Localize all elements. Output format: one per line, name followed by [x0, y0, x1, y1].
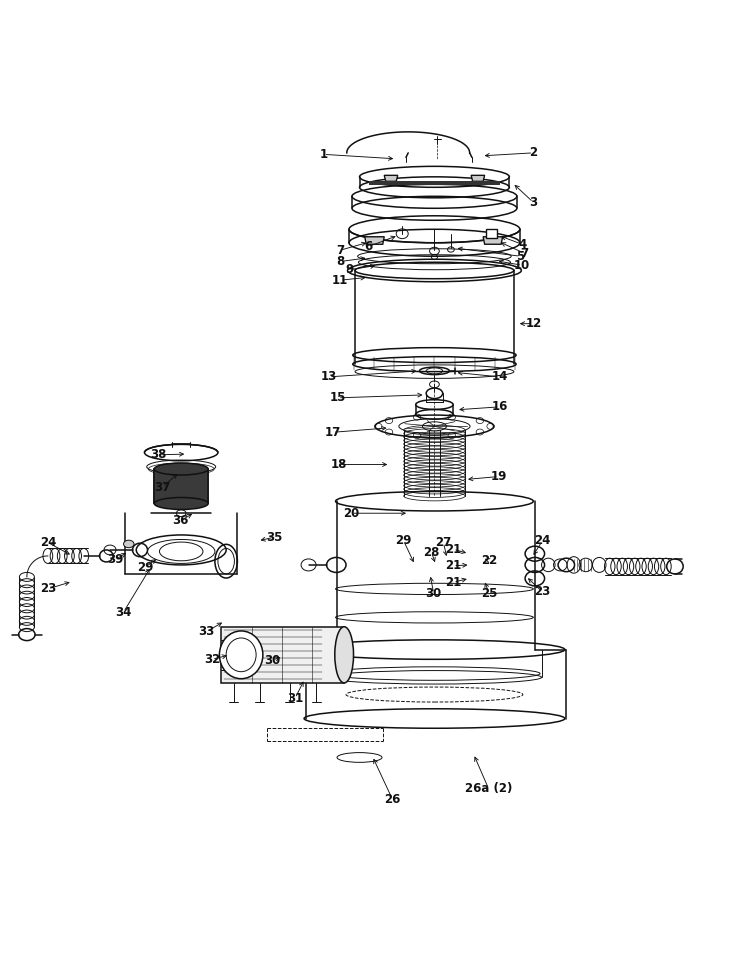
Text: 1: 1: [320, 148, 328, 161]
Ellipse shape: [154, 498, 208, 510]
Text: 37: 37: [154, 480, 171, 494]
Polygon shape: [154, 469, 208, 504]
Text: 28: 28: [423, 546, 440, 559]
FancyBboxPatch shape: [368, 181, 500, 185]
Text: 29: 29: [396, 534, 412, 548]
Text: 12: 12: [525, 318, 541, 330]
Text: 5: 5: [517, 250, 525, 263]
Text: 19: 19: [491, 470, 507, 483]
Text: 7: 7: [336, 244, 344, 257]
Text: 32: 32: [204, 653, 220, 665]
Text: 15: 15: [329, 391, 346, 405]
Text: 30: 30: [426, 587, 442, 600]
Text: 33: 33: [199, 625, 215, 638]
Text: 26a (2): 26a (2): [465, 782, 512, 795]
Polygon shape: [486, 228, 497, 238]
Text: 9: 9: [345, 264, 353, 276]
Text: 38: 38: [150, 448, 167, 462]
Text: 3: 3: [529, 196, 538, 209]
Text: 35: 35: [266, 531, 282, 544]
Polygon shape: [483, 237, 502, 244]
Text: 10: 10: [514, 259, 530, 271]
Polygon shape: [472, 175, 484, 181]
Text: 8: 8: [336, 255, 344, 268]
Text: 21: 21: [445, 560, 461, 572]
Text: 22: 22: [481, 554, 497, 566]
Text: 14: 14: [492, 370, 508, 383]
Text: 4: 4: [518, 238, 526, 251]
Text: 21: 21: [445, 575, 461, 589]
Text: 24: 24: [534, 534, 550, 548]
Text: 18: 18: [330, 458, 347, 471]
Text: 39: 39: [107, 553, 123, 566]
Text: 29: 29: [137, 561, 153, 573]
Text: 13: 13: [320, 370, 337, 383]
Text: 23: 23: [40, 582, 56, 596]
Text: 21: 21: [445, 543, 461, 556]
Text: 11: 11: [332, 273, 348, 287]
Ellipse shape: [226, 638, 256, 671]
Text: 26: 26: [384, 793, 401, 806]
Text: 30: 30: [265, 654, 280, 666]
Text: 16: 16: [492, 401, 508, 414]
Ellipse shape: [335, 627, 353, 683]
Ellipse shape: [123, 540, 134, 548]
Ellipse shape: [154, 463, 208, 475]
Text: 24: 24: [40, 536, 56, 549]
Text: 34: 34: [115, 606, 132, 618]
Polygon shape: [220, 627, 344, 683]
Ellipse shape: [220, 631, 263, 679]
Text: 17: 17: [324, 425, 341, 439]
Polygon shape: [365, 237, 384, 244]
Text: 6: 6: [365, 240, 373, 253]
Text: 27: 27: [435, 536, 451, 549]
Polygon shape: [384, 175, 398, 181]
Text: 2: 2: [529, 146, 538, 160]
Text: 20: 20: [343, 507, 359, 519]
Text: 23: 23: [534, 585, 550, 599]
Text: 36: 36: [172, 514, 189, 527]
Text: 7: 7: [520, 247, 529, 260]
Text: 25: 25: [481, 587, 497, 600]
Text: 31: 31: [287, 692, 303, 705]
